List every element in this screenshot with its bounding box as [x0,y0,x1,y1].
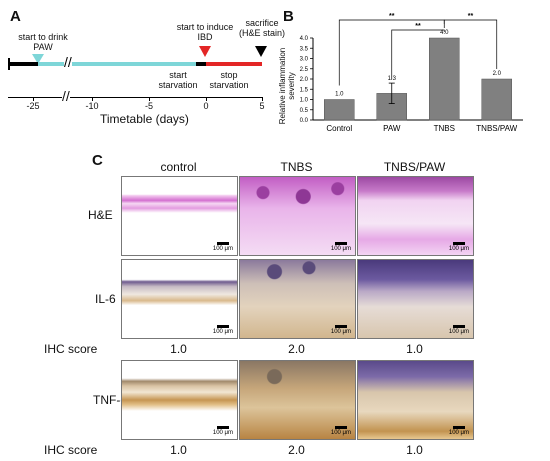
tnf-control-image: 100 μm [121,360,238,440]
scale-bar: 100 μm [213,325,233,335]
bar-chart: 0.00.51.01.52.02.53.03.54.01.0Control1.3… [300,13,523,133]
category-label: Control [326,124,352,133]
timetable-xlabel: Timetable (days) [100,112,189,126]
y-tick-label: 4.0 [300,36,309,42]
scale-label: 100 μm [212,329,233,335]
timetable-axis [8,97,263,98]
significance-label: ** [468,13,474,20]
row-label-tnf: TNF-α [93,393,128,407]
category-label: TNBS [434,124,455,133]
y-tick-label: 3.0 [300,57,309,63]
y-tick-label: 1.0 [300,98,309,104]
bar-value-label: 2.0 [493,71,502,77]
timeline-black-start [8,62,38,66]
scale-label: 100 μm [448,430,469,436]
timeline-break-icon: // [64,54,72,70]
bar-value-label: 4.0 [440,30,449,36]
significance-bracket [391,29,445,80]
sacrifice-annotation: sacrifice (H&E stain) [238,18,285,38]
panel-label-a: A [10,8,21,25]
tick [92,97,93,101]
timeline-red-segment [206,62,262,66]
tick-label: 5 [259,101,265,111]
tick-label: -5 [144,101,153,111]
ihc-score-label: IHC score [44,342,98,356]
scale-bar: 100 μm [331,325,351,335]
panel-label-b: B [283,8,294,25]
ihc-score-value: 1.0 [170,443,187,457]
scale-label: 100 μm [330,329,351,335]
category-label: PAW [383,124,401,133]
he-tnbs-paw-image: 100 μm [357,176,474,256]
scale-bar: 100 μm [449,242,469,252]
black-arrow-icon [255,46,267,57]
ihc-score-value: 2.0 [288,443,305,457]
tick [33,97,34,101]
cyan-arrow-icon [32,54,44,64]
bar [324,99,355,121]
start-starvation-annotation: start starvation [158,70,198,90]
ihc-score-value: 1.0 [406,342,423,356]
scale-bar: 100 μm [331,426,351,436]
bar-value-label: 1.0 [335,91,344,97]
start-induce-annotation: start to induce IBD [176,22,234,42]
start-drink-annotation: start to drink PAW [18,32,68,52]
significance-bracket [443,19,498,69]
tick-label: -10 [85,101,99,111]
tick [206,97,207,101]
scale-label: 100 μm [330,246,351,252]
y-tick-label: 3.5 [300,46,309,52]
scale-bar: 100 μm [449,325,469,335]
scale-label: 100 μm [212,430,233,436]
tick [262,97,263,101]
category-label: TNBS/PAW [476,124,517,133]
axis-break-icon: // [62,88,70,104]
timeline-cyan-segment [38,62,196,66]
bar [481,78,512,121]
significance-label: ** [415,23,421,30]
ihc-score-value: 1.0 [406,443,423,457]
y-tick-label: 2.0 [300,77,309,83]
il6-tnbs-paw-image: 100 μm [357,259,474,339]
tick-label: 0 [203,101,209,111]
scale-bar: 100 μm [213,242,233,252]
column-header-tnbs-paw: TNBS/PAW [383,160,446,174]
row-label-il6: IL-6 [95,292,116,306]
y-tick-label: 0.5 [300,108,309,114]
scale-bar: 100 μm [213,426,233,436]
il6-tnbs-image: 100 μm [239,259,356,339]
y-tick-label: 2.5 [300,67,309,73]
ihc-score-value: 1.0 [170,342,187,356]
scale-bar: 100 μm [449,426,469,436]
stop-starvation-annotation: stop starvation [209,70,249,90]
tick [149,97,150,101]
ihc-score-label: IHC score [44,443,98,457]
significance-label: ** [389,13,395,20]
y-tick-label: 0.0 [300,118,309,124]
timeline-black-mid [196,62,206,66]
scale-label: 100 μm [448,246,469,252]
column-header-control: control [160,160,197,174]
he-tnbs-image: 100 μm [239,176,356,256]
scale-label: 100 μm [448,329,469,335]
timeline-start-cap [8,58,10,70]
scale-bar: 100 μm [331,242,351,252]
he-control-image: 100 μm [121,176,238,256]
column-header-tnbs: TNBS [280,160,313,174]
panel-label-c: C [92,152,103,169]
y-tick-label: 1.5 [300,87,309,93]
bar [429,37,460,121]
ihc-score-value: 2.0 [288,342,305,356]
tnf-tnbs-image: 100 μm [239,360,356,440]
scale-label: 100 μm [330,430,351,436]
scale-label: 100 μm [212,246,233,252]
red-arrow-icon [199,46,211,57]
il6-control-image: 100 μm [121,259,238,339]
tnf-tnbs-paw-image: 100 μm [357,360,474,440]
tick-label: -25 [26,101,40,111]
row-label-he: H&E [88,208,113,222]
